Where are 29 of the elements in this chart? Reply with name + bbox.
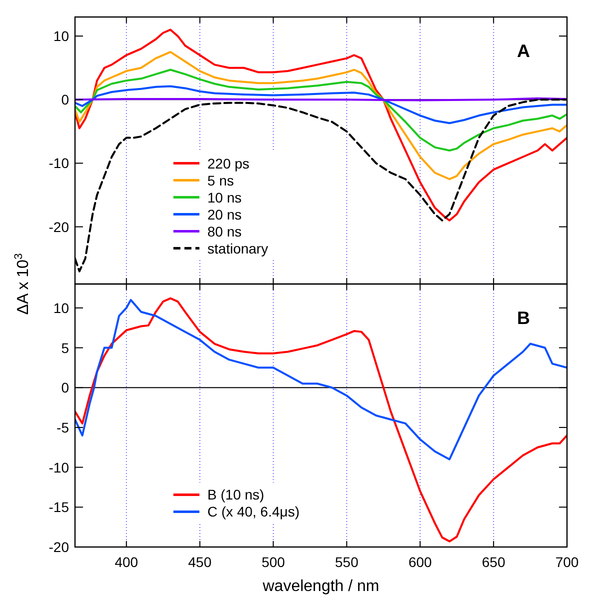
annotation: B	[517, 308, 530, 328]
y-tick-label: -20	[48, 218, 70, 235]
legend-label: 20 ns	[207, 206, 242, 222]
legend-label: 10 ns	[207, 189, 242, 206]
legend-label: stationary	[207, 240, 268, 256]
legend-label: C (x 40, 6.4μs)	[207, 504, 300, 520]
legend-label: 80 ns	[207, 223, 242, 240]
x-tick-label: 600	[408, 554, 432, 570]
x-tick-label: 700	[555, 554, 579, 570]
legend-label: B (10 ns)	[207, 486, 264, 503]
y-tick-label: 10	[53, 28, 70, 44]
y-tick-label: -10	[48, 155, 70, 172]
y-tick-label: 0	[61, 380, 70, 396]
x-tick-label: 550	[335, 554, 359, 570]
y-tick-label: 10	[53, 300, 70, 316]
x-axis-title: wavelength / nm	[262, 578, 380, 595]
y-tick-label: -10	[48, 459, 70, 476]
y-tick-label: -15	[48, 499, 70, 516]
y-tick-label: 5	[61, 340, 70, 356]
annotation: A	[517, 41, 530, 61]
x-tick-label: 650	[482, 554, 506, 570]
legend-label: 5 ns	[207, 172, 234, 188]
y-tick-label: 0	[61, 92, 70, 108]
legend-label: 220 ps	[207, 155, 250, 172]
y-tick-label: -20	[48, 539, 70, 555]
x-tick-label: 400	[114, 554, 138, 570]
x-tick-label: 450	[188, 554, 212, 570]
y-tick-label: -5	[56, 419, 70, 436]
x-tick-label: 500	[262, 554, 286, 570]
